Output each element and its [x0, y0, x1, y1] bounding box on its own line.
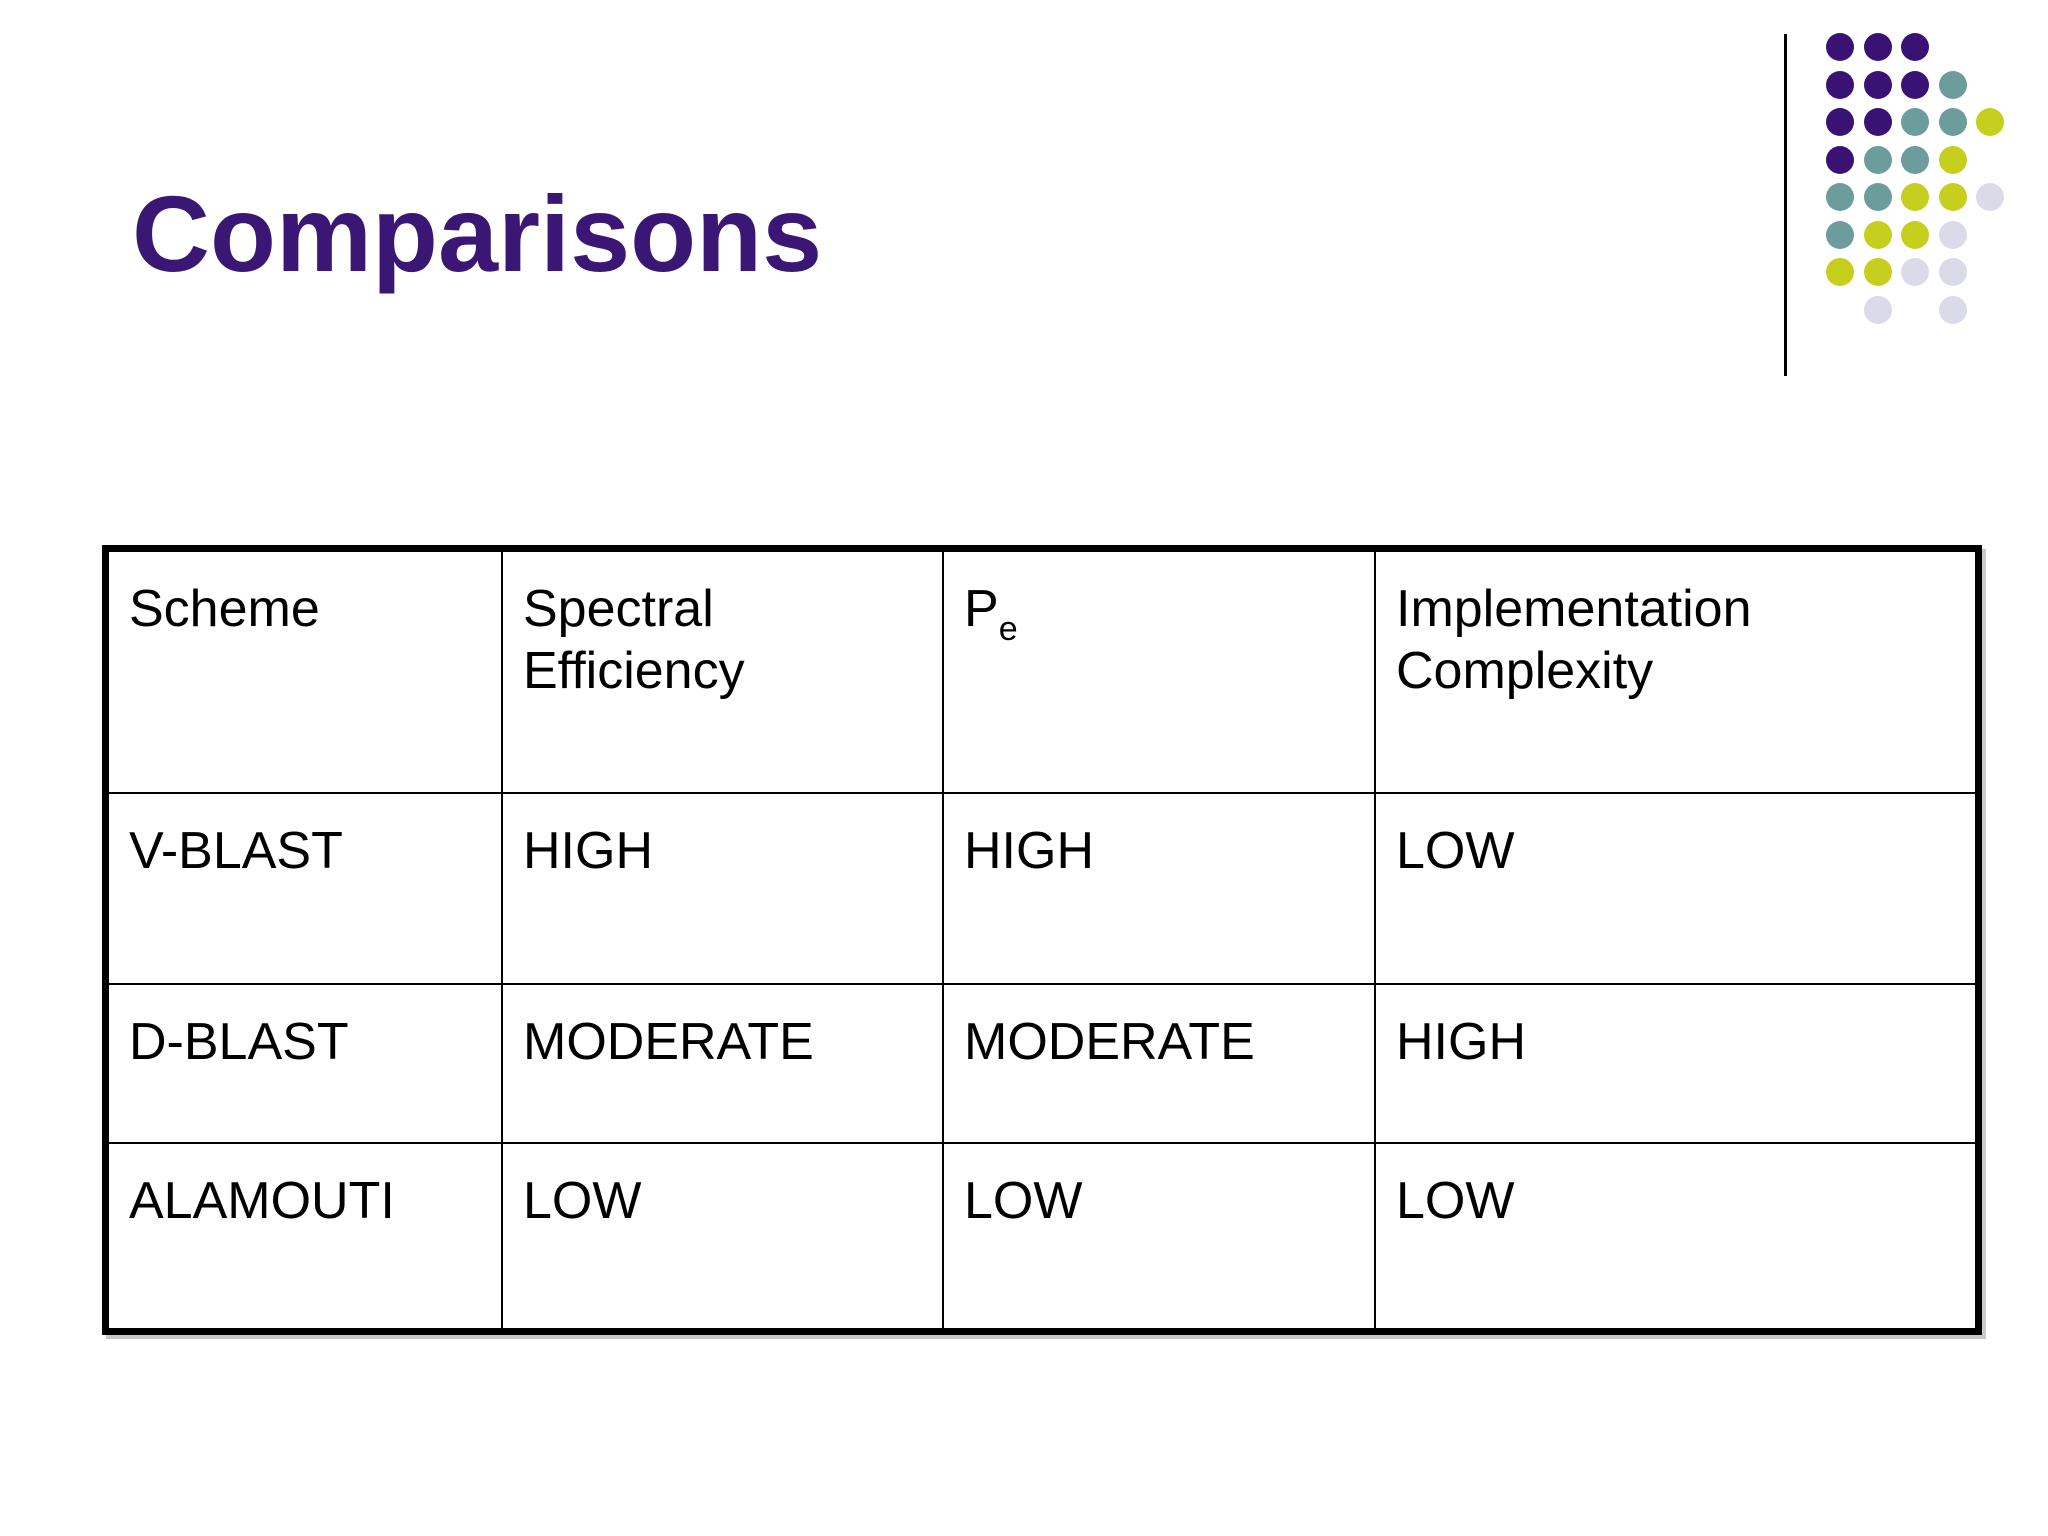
cell-implementation-complexity: LOW — [1374, 1142, 1977, 1330]
column-header-spectral-efficiency: Spectral Efficiency — [501, 550, 944, 794]
decor-dot — [1863, 70, 1892, 99]
decor-dot — [1863, 295, 1892, 324]
decor-vertical-line — [1784, 34, 1787, 376]
decor-dot — [1976, 183, 2004, 211]
decor-dot — [1901, 258, 1929, 286]
table-row: D-BLAST MODERATE MODERATE HIGH — [107, 983, 1977, 1144]
decor-dot — [1901, 108, 1929, 136]
decor-dot — [1863, 258, 1892, 286]
decor-dot — [1938, 295, 1967, 324]
cell-spectral-efficiency: MODERATE — [501, 983, 944, 1144]
decor-dot — [1863, 183, 1892, 211]
cell-pe: LOW — [942, 1142, 1376, 1330]
decor-dot — [1901, 145, 1929, 174]
decor-dot — [1938, 108, 1967, 136]
decor-dot — [1826, 145, 1854, 174]
decor-dot — [1826, 108, 1854, 136]
comparison-table-container: Scheme Spectral Efficiency Pe Implementa… — [102, 545, 1982, 1335]
column-header-scheme: Scheme — [107, 550, 503, 794]
cell-scheme: D-BLAST — [107, 983, 503, 1144]
decor-dot — [1863, 108, 1892, 136]
decor-dot — [1938, 220, 1967, 249]
pe-subscript: e — [998, 610, 1018, 648]
cell-pe: HIGH — [942, 792, 1376, 985]
cell-spectral-efficiency: LOW — [501, 1142, 944, 1330]
decor-dot — [1863, 33, 1892, 61]
decor-dot — [1901, 220, 1929, 249]
decor-dot — [1826, 70, 1854, 99]
decor-dot — [1976, 108, 2004, 136]
column-header-pe: Pe — [942, 550, 1376, 794]
decor-dot — [1863, 220, 1892, 249]
pe-symbol: P — [964, 580, 999, 638]
cell-pe: MODERATE — [942, 983, 1376, 1144]
decor-dot — [1826, 220, 1854, 249]
decor-dot — [1826, 258, 1854, 286]
decor-dot — [1938, 183, 1967, 211]
decor-dot — [1863, 145, 1892, 174]
table-row: ALAMOUTI LOW LOW LOW — [107, 1142, 1977, 1330]
cell-scheme: V-BLAST — [107, 792, 503, 985]
decor-dot — [1938, 145, 1967, 174]
table-row: V-BLAST HIGH HIGH LOW — [107, 792, 1977, 985]
decor-dot — [1938, 258, 1967, 286]
column-header-implementation-complexity: Implementation Complexity — [1374, 550, 1977, 794]
decor-dot — [1826, 33, 1854, 61]
decor-dot — [1901, 183, 1929, 211]
table-header-row: Scheme Spectral Efficiency Pe Implementa… — [107, 550, 1977, 794]
decor-dot — [1901, 33, 1929, 61]
decor-dot — [1826, 183, 1854, 211]
cell-implementation-complexity: LOW — [1374, 792, 1977, 985]
comparison-table: Scheme Spectral Efficiency Pe Implementa… — [107, 550, 1977, 1330]
cell-implementation-complexity: HIGH — [1374, 983, 1977, 1144]
cell-spectral-efficiency: HIGH — [501, 792, 944, 985]
cell-scheme: ALAMOUTI — [107, 1142, 503, 1330]
decor-dot — [1938, 70, 1967, 99]
slide-title: Comparisons — [132, 173, 823, 294]
decor-dot — [1901, 70, 1929, 99]
